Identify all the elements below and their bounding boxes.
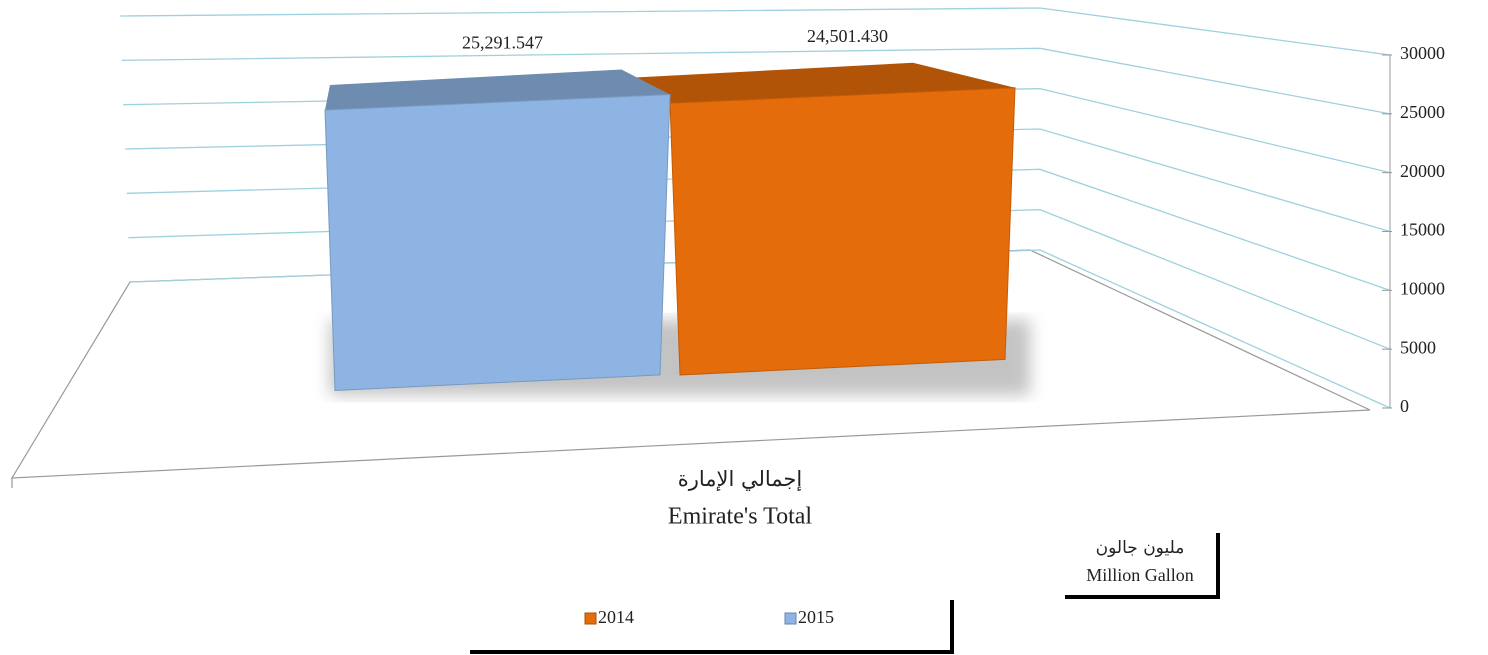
legend-label: 2014 bbox=[598, 607, 634, 627]
bar bbox=[324, 93, 671, 391]
category-label-en: Emirate's Total bbox=[668, 504, 812, 530]
value-label: 24,501.430 bbox=[807, 26, 888, 46]
y-tick-label: 5000 bbox=[1400, 337, 1436, 357]
bar bbox=[669, 87, 1016, 376]
legend-label: 2015 bbox=[798, 607, 834, 627]
y-tick-label: 20000 bbox=[1400, 161, 1445, 181]
y-tick-label: 10000 bbox=[1400, 278, 1445, 298]
grid-line bbox=[119, 7, 1391, 56]
y-tick-label: 25000 bbox=[1400, 102, 1445, 122]
legend-swatch bbox=[784, 612, 797, 625]
legend-frame bbox=[470, 600, 954, 654]
y-tick-label: 30000 bbox=[1400, 43, 1445, 63]
y-tick-label: 0 bbox=[1400, 396, 1409, 416]
grid-line bbox=[121, 47, 1391, 115]
y-tick-label: 15000 bbox=[1400, 220, 1445, 240]
unit-label-ar: مليون جالون bbox=[1096, 538, 1185, 558]
legend-swatch bbox=[584, 612, 597, 625]
category-label-ar: إجمالي الإمارة bbox=[678, 467, 803, 492]
unit-label-en: Million Gallon bbox=[1086, 565, 1194, 585]
unit-frame bbox=[1065, 533, 1220, 599]
value-label: 25,291.547 bbox=[462, 33, 543, 53]
bar-top bbox=[325, 69, 670, 111]
bar-top bbox=[621, 62, 1015, 104]
